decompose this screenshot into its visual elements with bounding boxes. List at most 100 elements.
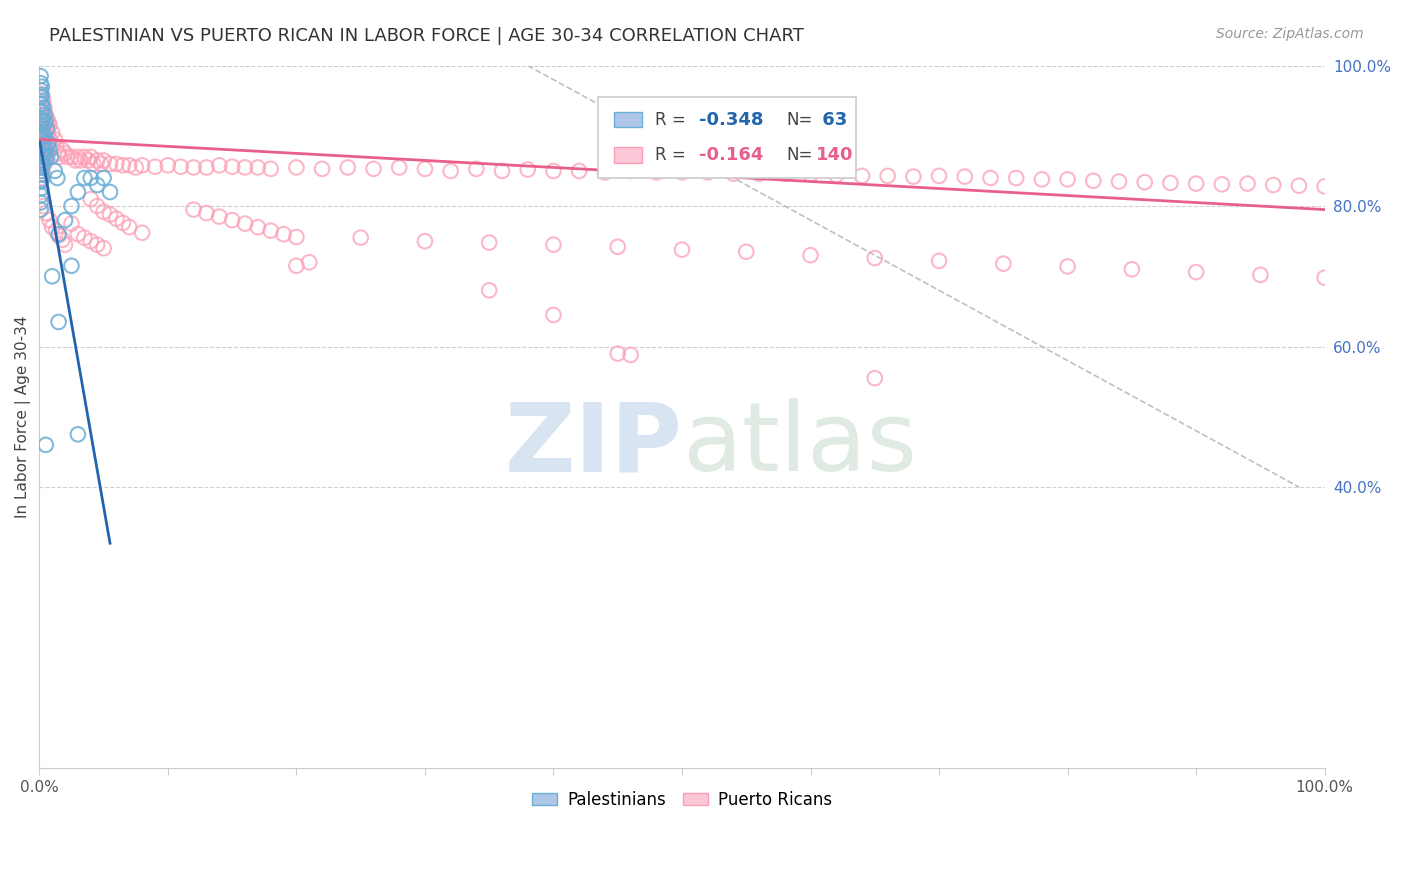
Point [118,158,141,172]
Point [60,150,83,164]
Point [30,195,52,210]
Point [30,153,52,168]
Point [568,164,591,178]
Point [56,150,79,164]
Point [799,168,821,182]
Point [35,143,58,157]
Point [65,153,87,168]
Point [273,227,295,242]
Point [32,157,55,171]
FancyBboxPatch shape [614,112,643,128]
Point [1031,172,1053,186]
Point [593,165,616,179]
Point [285,161,308,175]
Point [48,146,70,161]
Point [1313,179,1336,194]
Point [80,234,103,248]
Point [66,185,89,199]
Text: N=: N= [786,145,813,164]
Point [35,153,58,168]
Point [465,161,488,176]
Point [51,143,73,157]
Text: 140: 140 [815,145,853,164]
Point [246,161,269,175]
Point [46,171,69,186]
Point [93,153,115,168]
Text: N=: N= [786,111,813,128]
Point [105,157,128,171]
Point [311,161,333,176]
Point [77,153,100,168]
Point [30,69,52,83]
Point [111,158,134,172]
Point [1288,178,1310,193]
Point [53,213,76,227]
Point [388,161,411,175]
Point [35,115,58,129]
Point [98,207,121,221]
Point [543,237,565,252]
Point [260,161,283,176]
Point [73,230,96,244]
Point [93,171,115,186]
Point [93,241,115,255]
Point [1236,177,1258,191]
Point [34,108,56,122]
Point [30,181,52,195]
Y-axis label: In Labor Force | Age 30-34: In Labor Force | Age 30-34 [15,316,31,518]
Point [748,167,770,181]
Point [221,213,243,227]
Point [35,150,58,164]
Text: ZIP: ZIP [505,399,682,491]
Point [32,128,55,143]
Point [118,220,141,235]
Point [413,161,436,176]
Point [86,153,108,168]
Point [30,118,52,132]
Point [35,112,58,126]
Point [35,121,58,136]
Point [34,125,56,139]
Point [31,96,53,111]
Point [1159,176,1181,190]
Point [1263,178,1285,192]
Point [35,136,58,150]
Point [41,220,63,235]
Point [38,118,60,132]
Point [1211,178,1233,192]
Point [30,90,52,104]
Point [32,108,55,122]
Point [111,216,134,230]
Point [30,174,52,188]
Point [863,251,886,265]
Point [31,172,53,186]
Point [31,147,53,161]
Point [31,161,53,175]
Point [516,162,538,177]
Point [30,104,52,119]
Point [1185,265,1208,279]
Point [31,90,53,104]
Point [44,164,66,178]
Point [60,259,83,273]
Point [606,346,628,360]
Point [1249,268,1271,282]
Point [31,132,53,146]
Point [66,427,89,442]
Point [73,150,96,164]
Point [671,243,693,257]
Point [31,146,53,161]
Point [723,167,745,181]
Point [645,165,668,179]
Point [41,269,63,284]
Text: PALESTINIAN VS PUERTO RICAN IN LABOR FORCE | AGE 30-34 CORRELATION CHART: PALESTINIAN VS PUERTO RICAN IN LABOR FOR… [49,27,804,45]
Point [543,164,565,178]
Point [30,108,52,122]
Point [31,113,53,128]
Point [30,164,52,178]
Point [156,158,179,172]
Point [32,132,55,146]
Point [35,121,58,136]
Point [32,115,55,129]
Point [41,125,63,139]
